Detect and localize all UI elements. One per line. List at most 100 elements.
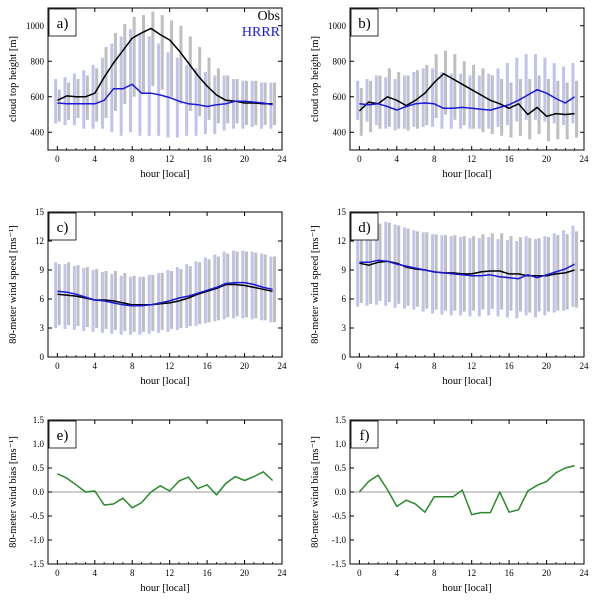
obs-range-bar xyxy=(151,11,155,87)
x-tick-label: 8 xyxy=(130,154,135,164)
x-tick-label: 16 xyxy=(505,361,515,371)
y-tick-label: 400 xyxy=(333,127,347,137)
obs-range-bar xyxy=(462,61,466,126)
panel-e: 0 4 8 12 16 20 24 -1.5 -1.0 -0.5 0.0 0.5 1.0 1.5 hour … xyxy=(8,415,287,594)
hrrr-range-bar xyxy=(54,262,58,328)
panel-label-box xyxy=(48,8,77,37)
x-tick-label: 0 xyxy=(55,361,60,371)
y-tick-label: 600 xyxy=(31,92,45,102)
x-tick-label: 20 xyxy=(240,154,250,164)
hrrr-range-bar xyxy=(496,68,500,127)
x-tick-label: 4 xyxy=(93,154,98,164)
y-tick-label: 15 xyxy=(337,207,347,217)
x-tick-label: 0 xyxy=(357,154,362,164)
hrrr-range-bar xyxy=(119,36,123,136)
x-axis-label: hour [local] xyxy=(442,169,491,180)
y-tick-label: 3 xyxy=(342,323,347,333)
hrrr-range-bar xyxy=(402,75,406,129)
obs-range-bar xyxy=(556,80,560,140)
hrrr-range-bar xyxy=(119,275,123,335)
hrrr-range-bar xyxy=(72,73,76,126)
hrrr-range-bar xyxy=(552,63,556,124)
hrrr-range-bar xyxy=(468,238,472,317)
obs-range-bar xyxy=(244,251,248,318)
hrrr-range-bar xyxy=(250,251,254,320)
panel-label-box xyxy=(48,420,77,449)
y-tick-label: 6 xyxy=(40,294,45,304)
hrrr-range-bar xyxy=(515,241,519,319)
x-axis-label: hour [local] xyxy=(140,376,189,387)
panel-label: c) xyxy=(57,220,69,236)
plot-frame xyxy=(349,7,585,151)
y-tick-label: 6 xyxy=(342,294,347,304)
obs-range-bar xyxy=(444,50,447,115)
y-tick-label: -0.5 xyxy=(30,511,45,521)
hrrr-range-bar xyxy=(365,79,369,122)
hrrr-range-bar xyxy=(203,71,207,135)
x-tick-label: 16 xyxy=(203,154,213,164)
hrrr-line xyxy=(57,83,273,108)
hrrr-range-bar xyxy=(241,250,245,319)
plot-area xyxy=(54,250,277,335)
obs-range-bar xyxy=(537,238,541,312)
panel-label-box xyxy=(350,420,379,449)
panel-a: 0 4 8 12 16 20 24 400 600 800 1000 hour [local] clou… xyxy=(8,7,288,180)
hrrr-range-bar xyxy=(374,75,378,126)
hrrr-range-bar xyxy=(384,77,388,129)
obs-range-bar xyxy=(273,256,277,323)
hrrr-range-bar xyxy=(412,230,416,310)
x-tick-label: 12 xyxy=(467,568,476,578)
x-axis-label: hour [local] xyxy=(140,583,189,594)
obs-range-bar xyxy=(546,79,550,142)
x-tick-label: 12 xyxy=(165,361,174,371)
hrrr-range-bar xyxy=(440,71,444,129)
obs-range-bar xyxy=(160,15,164,90)
obs-range-bar xyxy=(76,265,80,327)
y-axis-label: 80-meter wind speed [ms⁻¹] xyxy=(8,225,19,344)
x-tick-label: 8 xyxy=(130,568,135,578)
x-tick-label: 24 xyxy=(278,154,288,164)
obs-range-bar xyxy=(132,16,136,97)
hrrr-range-bar xyxy=(487,237,491,316)
y-axis-label: cloud top height [m] xyxy=(8,36,19,122)
hrrr-range-bar xyxy=(175,57,179,138)
y-tick-label: 0.0 xyxy=(33,487,45,497)
hrrr-range-bar xyxy=(449,73,453,129)
x-tick-label: 24 xyxy=(580,568,590,578)
y-tick-label: 400 xyxy=(31,127,45,137)
y-tick-label: 0.5 xyxy=(335,463,347,473)
obs-range-bar xyxy=(359,87,363,136)
hrrr-range-bar xyxy=(166,52,170,138)
x-tick-label: 12 xyxy=(467,361,476,371)
hrrr-line xyxy=(359,259,575,280)
obs-range-bar xyxy=(481,68,485,133)
obs-range-bar xyxy=(369,80,373,133)
y-tick-label: 1000 xyxy=(328,21,347,31)
x-tick-label: 8 xyxy=(432,154,437,164)
y-tick-label: 1.5 xyxy=(33,415,45,425)
hrrr-range-bar xyxy=(534,239,537,318)
hrrr-range-bar xyxy=(63,264,67,329)
hrrr-range-bar xyxy=(138,32,142,136)
obs-range-bar xyxy=(179,269,183,328)
x-tick-label: 8 xyxy=(130,361,135,371)
plot-frame xyxy=(349,211,585,358)
hrrr-range-bar xyxy=(222,75,226,131)
hrrr-range-bar xyxy=(459,73,463,129)
y-tick-label: 1.0 xyxy=(33,439,45,449)
obs-range-bar xyxy=(528,79,532,140)
y-axis-label: 80-meter wind bias [ms⁻¹] xyxy=(310,436,321,548)
y-tick-label: 0.5 xyxy=(33,463,45,473)
x-tick-label: 20 xyxy=(240,568,250,578)
hrrr-range-bar xyxy=(571,225,575,307)
plot-area xyxy=(350,464,584,516)
y-tick-label: 0 xyxy=(40,352,45,362)
y-tick-label: 800 xyxy=(333,56,347,66)
x-tick-label: 12 xyxy=(467,154,476,164)
x-tick-label: 20 xyxy=(542,361,552,371)
obs-range-bar xyxy=(170,20,174,97)
hrrr-range-bar xyxy=(250,80,254,127)
obs-range-bar xyxy=(67,262,71,326)
obs-range-bar xyxy=(95,68,99,122)
